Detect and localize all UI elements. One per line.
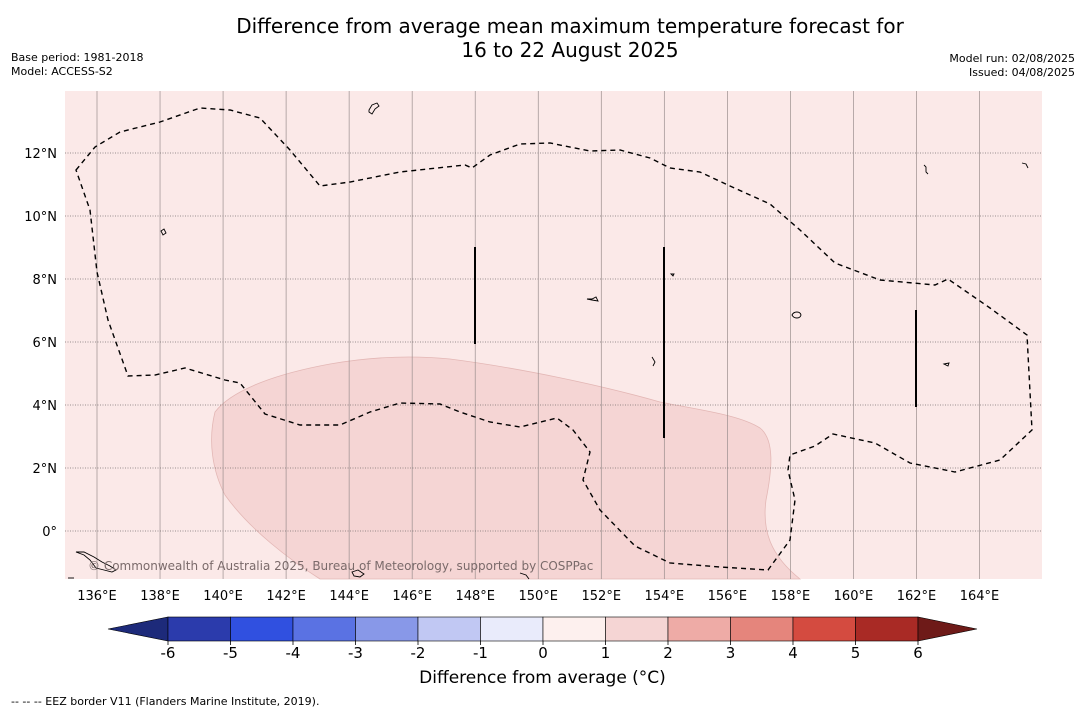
colorbar-segment [667,616,731,642]
colorbar-tick-label: -1 [473,644,488,662]
model-name: Model: ACCESS-S2 [11,65,113,78]
map-title: Difference from average mean maximum tem… [170,14,970,62]
colorbar-segment [230,616,294,642]
island [586,296,599,302]
colorbar-tick-label: -2 [411,644,426,662]
gridlines [65,91,1042,579]
lon-tick-label: 146°E [392,589,432,604]
lon-tick-label: 136°E [77,589,117,604]
colorbar-segment [605,616,669,642]
lat-tick-label: 10°N [24,210,57,225]
colorbar-segment [855,616,919,642]
lat-tick-label: 0° [42,525,57,540]
model-run: Model run: 02/08/2025 [949,52,1075,65]
eez-borders [75,107,1033,571]
colorbar-tick-label: 0 [538,644,548,662]
colorbar-tick-label: 3 [726,644,736,662]
axis-labels: 136°E 138°E 140°E 142°E 144°E 146°E 148°E 150°E… [24,147,999,604]
colorbar-tick-label: 6 [913,644,923,662]
meta-left: Base period: 1981-2018 Model: ACCESS-S2 [11,51,143,79]
island [651,356,656,367]
lon-tick-label: 138°E [140,589,180,604]
lon-tick-label: 142°E [266,589,306,604]
lon-tick-label: 140°E [203,589,243,604]
title-line-2: 16 to 22 August 2025 [461,38,679,62]
island [942,362,950,367]
island [351,569,365,578]
lat-tick-label: 4°N [33,399,58,414]
colorbar-tick-label: -5 [223,644,238,662]
lon-tick-label: 162°E [897,589,937,604]
lon-tick-label: 152°E [582,589,622,604]
lat-tick-label: 6°N [33,336,58,351]
colorbar-tick-label: 1 [601,644,611,662]
lon-tick-label: 164°E [960,589,1000,604]
lon-tick-label: 148°E [455,589,495,604]
colorbar-extend-low [107,616,169,642]
colorbar-label: Difference from average (°C) [419,668,666,688]
lat-tick-label: 8°N [33,273,58,288]
island [75,551,117,573]
colorbar-segment [480,616,544,642]
colorbar-tick-label: -4 [286,644,301,662]
island [519,572,530,580]
meta-right: Model run: 02/08/2025 Issued: 04/08/2025 [949,52,1075,80]
colorbar-tick-label: 2 [663,644,673,662]
island [923,164,929,175]
island [669,273,675,277]
colorbar-tick-label: -3 [348,644,363,662]
colorbar-tick-label: 4 [788,644,798,662]
colorbar-segment [167,616,231,642]
colorbar: -6 -5 -4 -3 -2 -1 0 1 2 3 4 5 6 [107,616,978,662]
colorbar-segment [355,616,419,642]
colorbar-segment [542,616,606,642]
island [160,228,167,236]
base-period: Base period: 1981-2018 [11,51,144,64]
lat-tick-label: 12°N [24,147,57,162]
island [368,102,380,115]
copyright-notice: © Commonwealth of Australia 2025, Bureau… [88,559,593,573]
eez-footnote: -- -- -- EEZ border V11 (Flanders Marine… [11,695,320,708]
colorbar-tick-label: -6 [161,644,176,662]
island [1021,162,1029,169]
islands [68,102,1029,580]
issued-date: Issued: 04/08/2025 [968,66,1075,79]
colorbar-segment [417,616,481,642]
lon-tick-label: 156°E [708,589,748,604]
colorbar-tick-label: 5 [851,644,861,662]
lon-tick-label: 150°E [518,589,558,604]
lat-tick-label: 2°N [33,462,58,477]
colorbar-segment [292,616,356,642]
eez-border-fsm [75,107,1033,571]
lon-tick-label: 154°E [645,589,685,604]
lon-tick-label: 144°E [329,589,369,604]
colorbar-segment [730,616,794,642]
colorbar-extend-high [917,616,978,642]
lon-tick-label: 158°E [771,589,811,604]
colorbar-segment [792,616,856,642]
lon-tick-label: 160°E [834,589,874,604]
map-area: © Commonwealth of Australia 2025, Bureau… [65,91,1042,580]
island [791,311,802,319]
title-line-1: Difference from average mean maximum tem… [236,14,904,38]
